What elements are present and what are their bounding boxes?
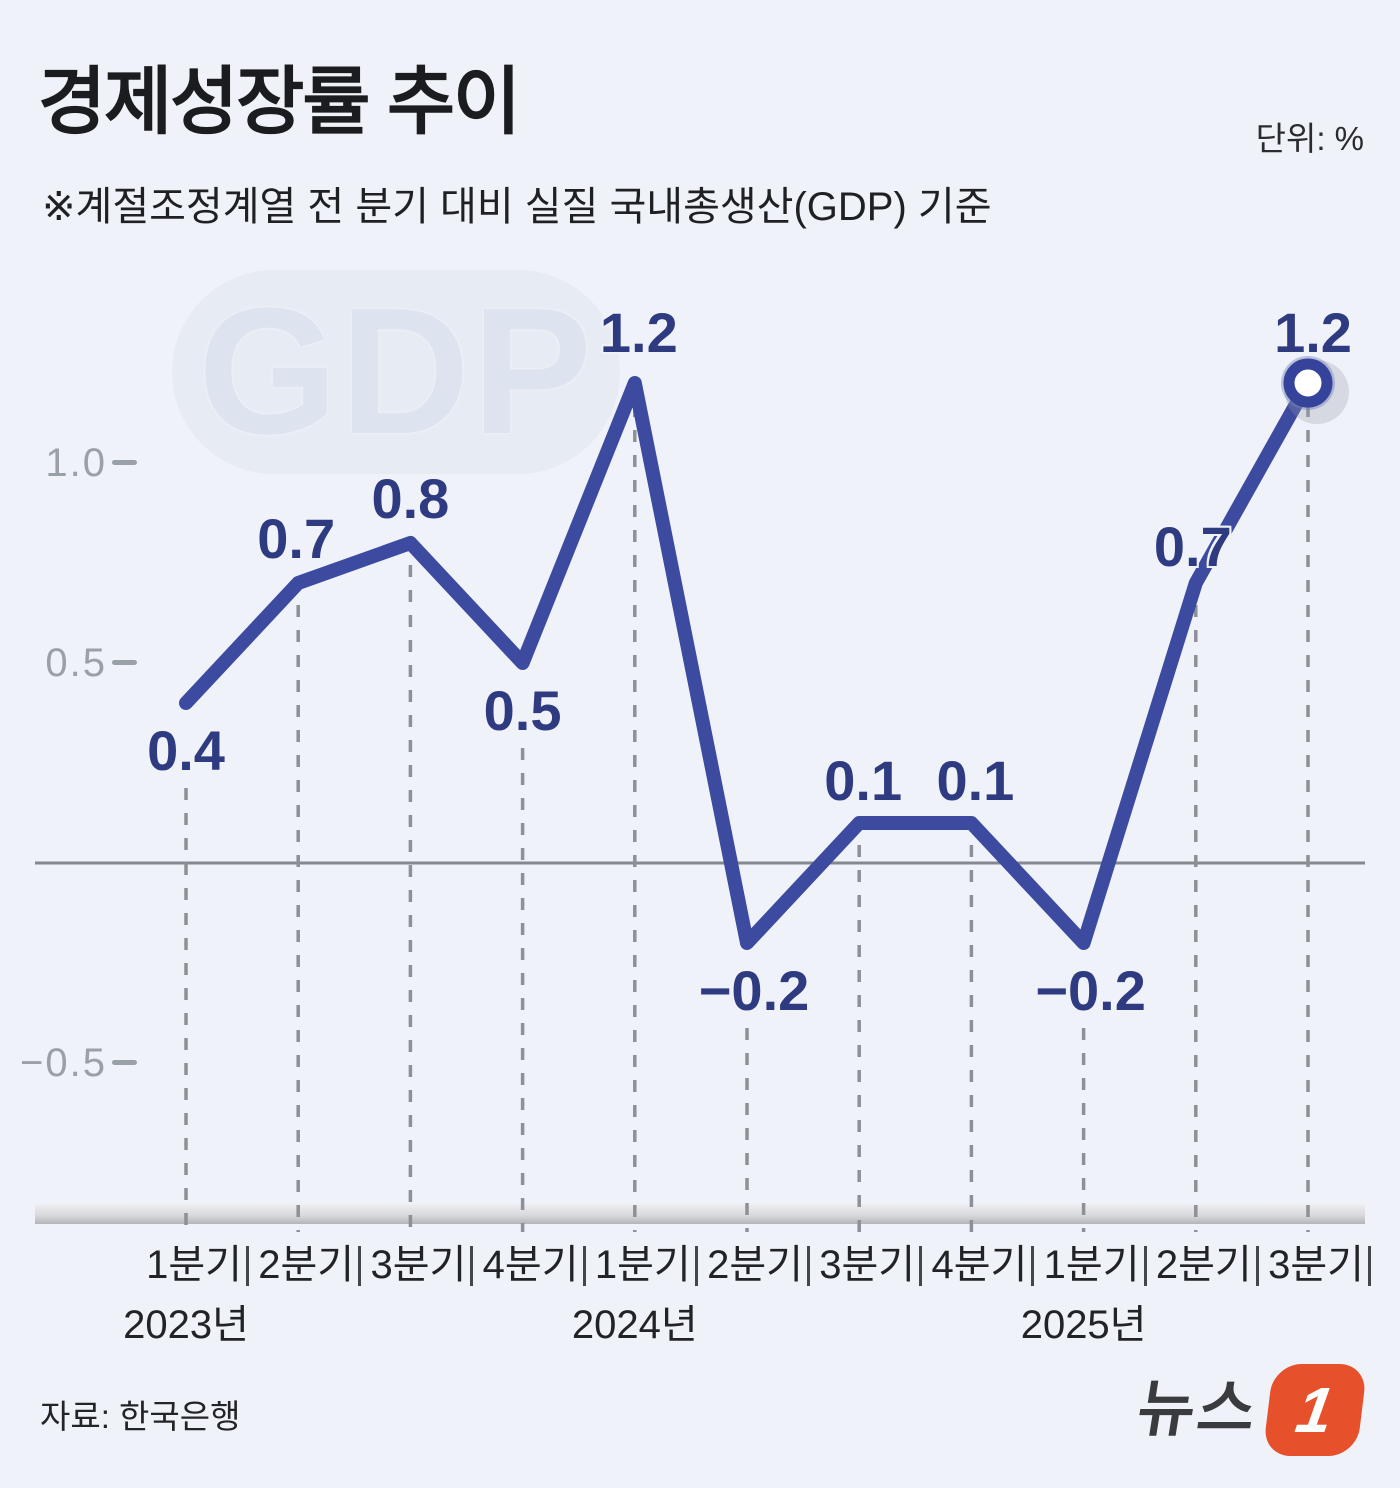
x-axis-quarter-label: 2분기 [258, 1243, 355, 1287]
news1-logo: 뉴스 1 [1133, 1362, 1368, 1458]
value-label: 0.4 [147, 719, 225, 782]
logo-wordmark: 뉴스 [1132, 1375, 1264, 1444]
x-axis-separator-tick [358, 1246, 362, 1286]
value-label: 0.1 [824, 749, 903, 812]
x-axis-separator-tick [919, 1246, 923, 1286]
logo-number: 1 [1291, 1374, 1339, 1446]
last-point-marker [1283, 358, 1333, 408]
chart-subtitle: ※계절조정계열 전 분기 대비 실질 국내총생산(GDP) 기준 [42, 185, 992, 229]
x-axis-year-label: 2024년 [571, 1303, 698, 1347]
x-axis-separator-tick [582, 1246, 586, 1286]
page-title: 경제성장률 추이 [38, 60, 521, 143]
y-axis-tick-label: 1.0 [45, 441, 107, 485]
gdp-watermark-text: GDP [197, 271, 595, 472]
x-axis-separator-tick [807, 1246, 810, 1286]
x-axis-quarter-label: 3분기 [1268, 1243, 1364, 1287]
growth-line [179, 376, 1315, 950]
x-axis-year-label: 2025년 [1020, 1303, 1147, 1347]
value-label: 0.1 [936, 749, 1015, 812]
y-axis-tick-mark [112, 460, 137, 465]
x-axis-separator-tick [1255, 1246, 1259, 1286]
x-axis-quarter-label: 3분기 [819, 1243, 916, 1287]
unit-label: 단위: % [1255, 120, 1364, 157]
x-axis-quarter-label: 1분기 [146, 1243, 242, 1287]
x-axis-quarter-label: 1분기 [1043, 1243, 1140, 1287]
x-axis-band [35, 1204, 1365, 1224]
x-axis-quarter-label: 3분기 [370, 1243, 467, 1287]
x-axis-separator-tick [1031, 1246, 1035, 1286]
x-axis-quarter-label: 2분기 [707, 1243, 803, 1287]
y-axis-tick-mark [112, 1060, 137, 1065]
value-label: 0.7 [257, 507, 336, 570]
value-label: −0.2 [698, 959, 810, 1022]
value-label: 0.7 [1153, 515, 1232, 578]
gdp-watermark: GDP [172, 270, 620, 474]
value-label: 1.2 [599, 301, 678, 364]
x-axis-quarter-label: 1분기 [594, 1243, 691, 1287]
value-label: 1.2 [1274, 301, 1352, 364]
x-axis-quarter-label: 4분기 [482, 1243, 579, 1287]
source-label: 자료: 한국은행 [40, 1398, 241, 1435]
x-axis-separator-tick [1368, 1246, 1371, 1286]
value-label: −0.2 [1035, 959, 1146, 1022]
x-axis-year-label: 2023년 [123, 1303, 249, 1347]
x-axis-quarter-label: 2분기 [1155, 1243, 1252, 1287]
y-axis-tick-label: 0.5 [45, 641, 107, 685]
x-axis-separator-tick [1143, 1246, 1147, 1286]
x-axis-quarter-label: 4분기 [931, 1243, 1028, 1287]
value-label: 0.8 [371, 467, 450, 530]
x-axis-separator-tick [470, 1246, 474, 1286]
logo-number-badge: 1 [1262, 1364, 1368, 1456]
value-label: 0.5 [483, 679, 562, 742]
y-axis-tick-mark [112, 660, 137, 665]
x-axis-separator-tick [694, 1246, 698, 1286]
y-axis-tick-label: −0.5 [20, 1041, 107, 1085]
x-axis-separator-tick [246, 1246, 249, 1286]
